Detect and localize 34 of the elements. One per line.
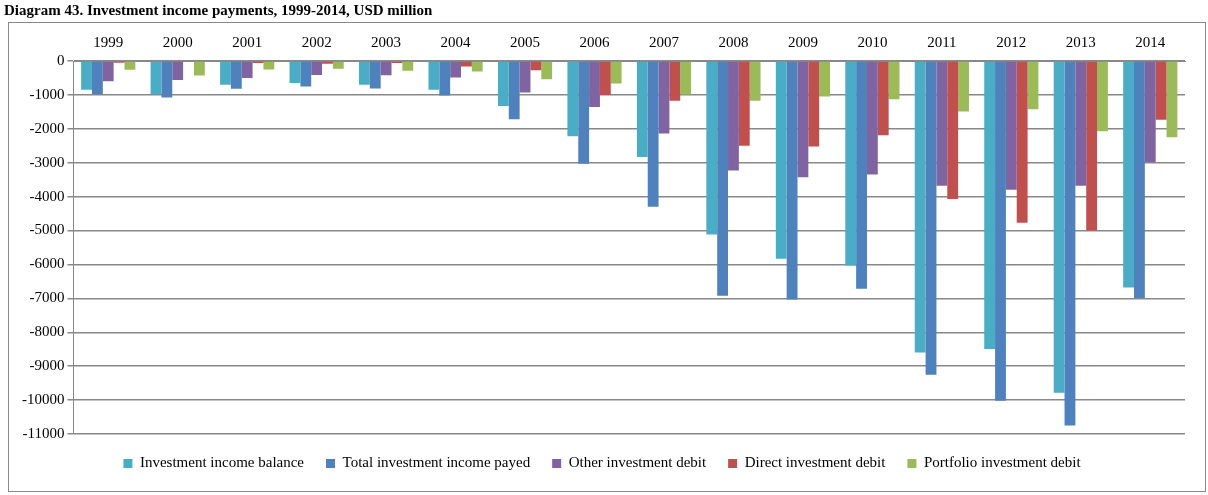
x-tick-label: 2011 — [927, 33, 957, 50]
legend-label: Total investment income payed — [342, 454, 531, 471]
x-tick-label: 2008 — [718, 33, 749, 50]
y-tick-label: -3000 — [29, 153, 65, 170]
x-tick-label: 2004 — [440, 33, 472, 50]
y-tick-label: -2000 — [29, 119, 65, 136]
x-tick-label: 2013 — [1065, 33, 1096, 50]
x-tick-label: 2007 — [648, 33, 680, 50]
x-tick-label: 2003 — [371, 33, 402, 50]
x-tick-label: 2012 — [996, 33, 1027, 50]
x-tick-label: 1999 — [93, 33, 124, 50]
y-tick-label: -4000 — [29, 187, 65, 204]
legend-label: Direct investment debit — [744, 454, 887, 471]
x-tick-label: 2000 — [162, 33, 193, 50]
y-tick-label: -7000 — [29, 289, 65, 306]
x-tick-label: 2014 — [1135, 33, 1166, 50]
y-tick-label: -1000 — [29, 85, 65, 102]
y-tick-label: -5000 — [29, 221, 65, 238]
x-tick-label: 2006 — [579, 33, 611, 50]
y-tick-label: -9000 — [29, 357, 65, 374]
y-tick-label: -8000 — [29, 323, 65, 340]
x-tick-label: 2005 — [510, 33, 541, 50]
y-tick-label: 0 — [57, 51, 65, 68]
chart-title: Diagram 43. Investment income payments, 1999-2014, USD million — [3, 1, 434, 20]
x-tick-label: 2002 — [301, 33, 332, 50]
y-tick-label: -10000 — [22, 391, 65, 408]
x-tick-label: 2009 — [787, 33, 818, 50]
x-tick-label: 2010 — [857, 33, 888, 50]
y-tick-label: -6000 — [29, 255, 65, 272]
legend-label: Portfolio investment debit — [923, 454, 1082, 471]
x-tick-label: 2001 — [232, 33, 263, 50]
legend-label: Investment income balance — [139, 454, 305, 471]
legend-label: Other investment debit — [568, 454, 707, 471]
y-tick-label: -11000 — [22, 424, 65, 441]
